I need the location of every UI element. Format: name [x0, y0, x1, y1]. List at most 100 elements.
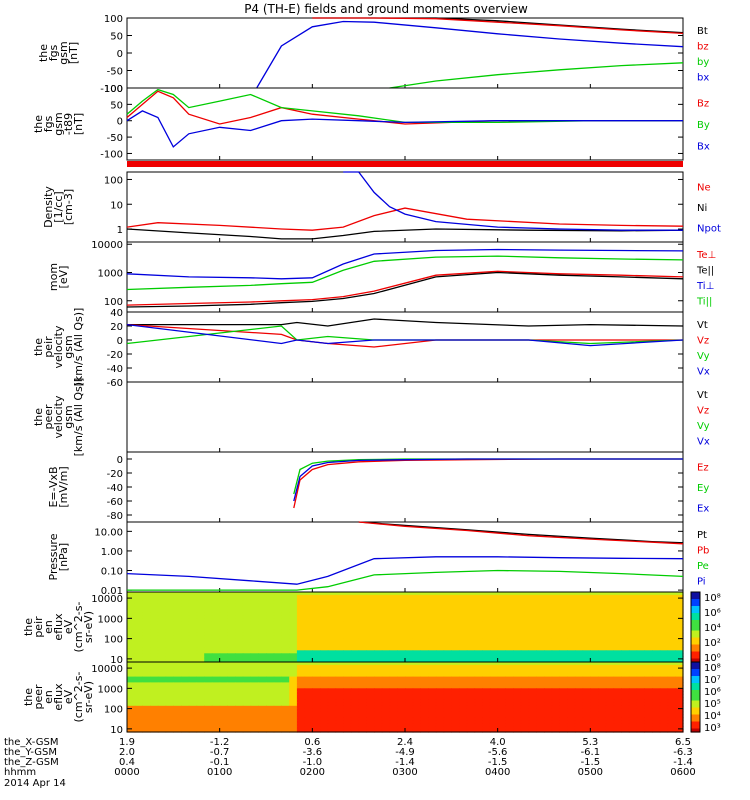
heatmap-cell	[273, 682, 282, 686]
heatmap-cell	[628, 638, 638, 643]
heatmap-cell	[304, 702, 313, 707]
heatmap-cell	[381, 632, 391, 637]
heatmap-cell	[435, 609, 445, 613]
heatmap-cell	[157, 708, 167, 713]
heatmap-cell	[528, 600, 537, 605]
heatmap-cell	[559, 659, 568, 663]
heatmap-cell	[235, 627, 244, 631]
heatmap-cell	[258, 720, 267, 724]
heatmap-cell	[613, 685, 622, 689]
heatmap-cell	[536, 629, 545, 634]
heatmap-cell	[505, 632, 514, 637]
colorbar-step	[691, 613, 700, 618]
heatmap-cell	[312, 612, 321, 616]
heatmap-cell	[374, 714, 383, 718]
heatmap-cell	[628, 720, 638, 724]
heatmap-cell	[273, 694, 282, 698]
heatmap-cell	[142, 673, 151, 678]
heatmap-cell	[590, 708, 599, 713]
heatmap-cell	[196, 667, 205, 672]
heatmap-cell	[350, 726, 360, 730]
heatmap-cell	[289, 723, 298, 727]
heatmap-cell	[613, 676, 622, 681]
heatmap-cell	[605, 682, 615, 686]
heatmap-cell	[273, 650, 282, 654]
heatmap-cell	[335, 624, 344, 628]
series-Ez	[293, 458, 683, 509]
heatmap-cell	[451, 708, 460, 713]
heatmap-cell	[327, 664, 337, 669]
heatmap-cell	[567, 708, 576, 713]
heatmap-cell	[420, 702, 429, 707]
heatmap-cell	[474, 720, 483, 724]
legend-Bx: Bx	[697, 141, 710, 152]
heatmap-cell	[489, 592, 499, 596]
heatmap-cell	[281, 673, 290, 678]
heatmap-cell	[374, 600, 383, 605]
heatmap-cell	[420, 691, 429, 695]
heatmap-cell	[544, 699, 553, 704]
heatmap-cell	[435, 627, 445, 631]
heatmap-cell	[343, 647, 352, 651]
heatmap-cell	[374, 691, 383, 695]
heatmap-cell	[474, 699, 483, 704]
heatmap-cell	[165, 641, 174, 646]
heatmap-cell	[266, 621, 275, 625]
heatmap-cell	[304, 682, 313, 686]
heatmap-cell	[536, 664, 545, 669]
heatmap-cell	[428, 615, 437, 619]
heatmap-cell	[235, 606, 244, 611]
heatmap-cell	[227, 653, 236, 657]
heatmap-cell	[466, 650, 476, 654]
heatmap-cell	[567, 726, 576, 730]
heatmap-cell	[296, 632, 306, 637]
heatmap-cell	[320, 717, 329, 721]
y-axis-label: sr-eV)	[82, 611, 95, 643]
legend-Ti||: Ti||	[696, 296, 712, 307]
heatmap-cell	[412, 670, 421, 675]
heatmap-cell	[551, 664, 560, 669]
heatmap-cell	[667, 644, 676, 648]
heatmap-cell	[474, 644, 483, 648]
heatmap-cell	[327, 594, 337, 599]
heatmap-cell	[312, 615, 321, 619]
heatmap-cell	[551, 635, 560, 640]
heatmap-cell	[420, 708, 429, 713]
heatmap-cell	[181, 638, 190, 643]
heatmap-cell	[343, 632, 352, 637]
heatmap-cell	[582, 600, 591, 605]
ephemeris-value: -6.3	[673, 747, 693, 758]
heatmap-cell	[605, 708, 615, 713]
heatmap-cell	[489, 653, 499, 657]
heatmap-cell	[235, 682, 244, 686]
heatmap-cell	[628, 641, 638, 646]
heatmap-cell	[250, 723, 259, 727]
heatmap-cell	[536, 659, 545, 663]
heatmap-cell	[266, 699, 275, 704]
heatmap-cell	[266, 708, 275, 713]
heatmap-cell	[652, 615, 661, 619]
heatmap-cell	[335, 682, 344, 686]
heatmap-cell	[420, 726, 429, 730]
heatmap-cell	[528, 726, 537, 730]
heatmap-cell	[312, 714, 321, 718]
heatmap-cell	[598, 697, 607, 701]
heatmap-cell	[242, 726, 252, 730]
heatmap-cell	[134, 664, 143, 669]
heatmap-cell	[636, 594, 645, 599]
heatmap-cell	[567, 705, 576, 710]
heatmap-cell	[497, 632, 506, 637]
heatmap-cell	[358, 627, 367, 631]
heatmap-cell	[505, 676, 514, 681]
heatmap-cell	[196, 659, 205, 663]
heatmap-cell	[258, 600, 267, 605]
heatmap-cell	[227, 694, 236, 698]
heatmap-cell	[574, 682, 584, 686]
heatmap-cell	[520, 676, 530, 681]
heatmap-cell	[188, 638, 198, 643]
y-axis-label: en	[42, 690, 55, 704]
heatmap-cell	[381, 723, 391, 727]
heatmap-cell	[513, 594, 522, 599]
heatmap-cell	[459, 662, 468, 666]
heatmap-cell	[435, 641, 445, 646]
